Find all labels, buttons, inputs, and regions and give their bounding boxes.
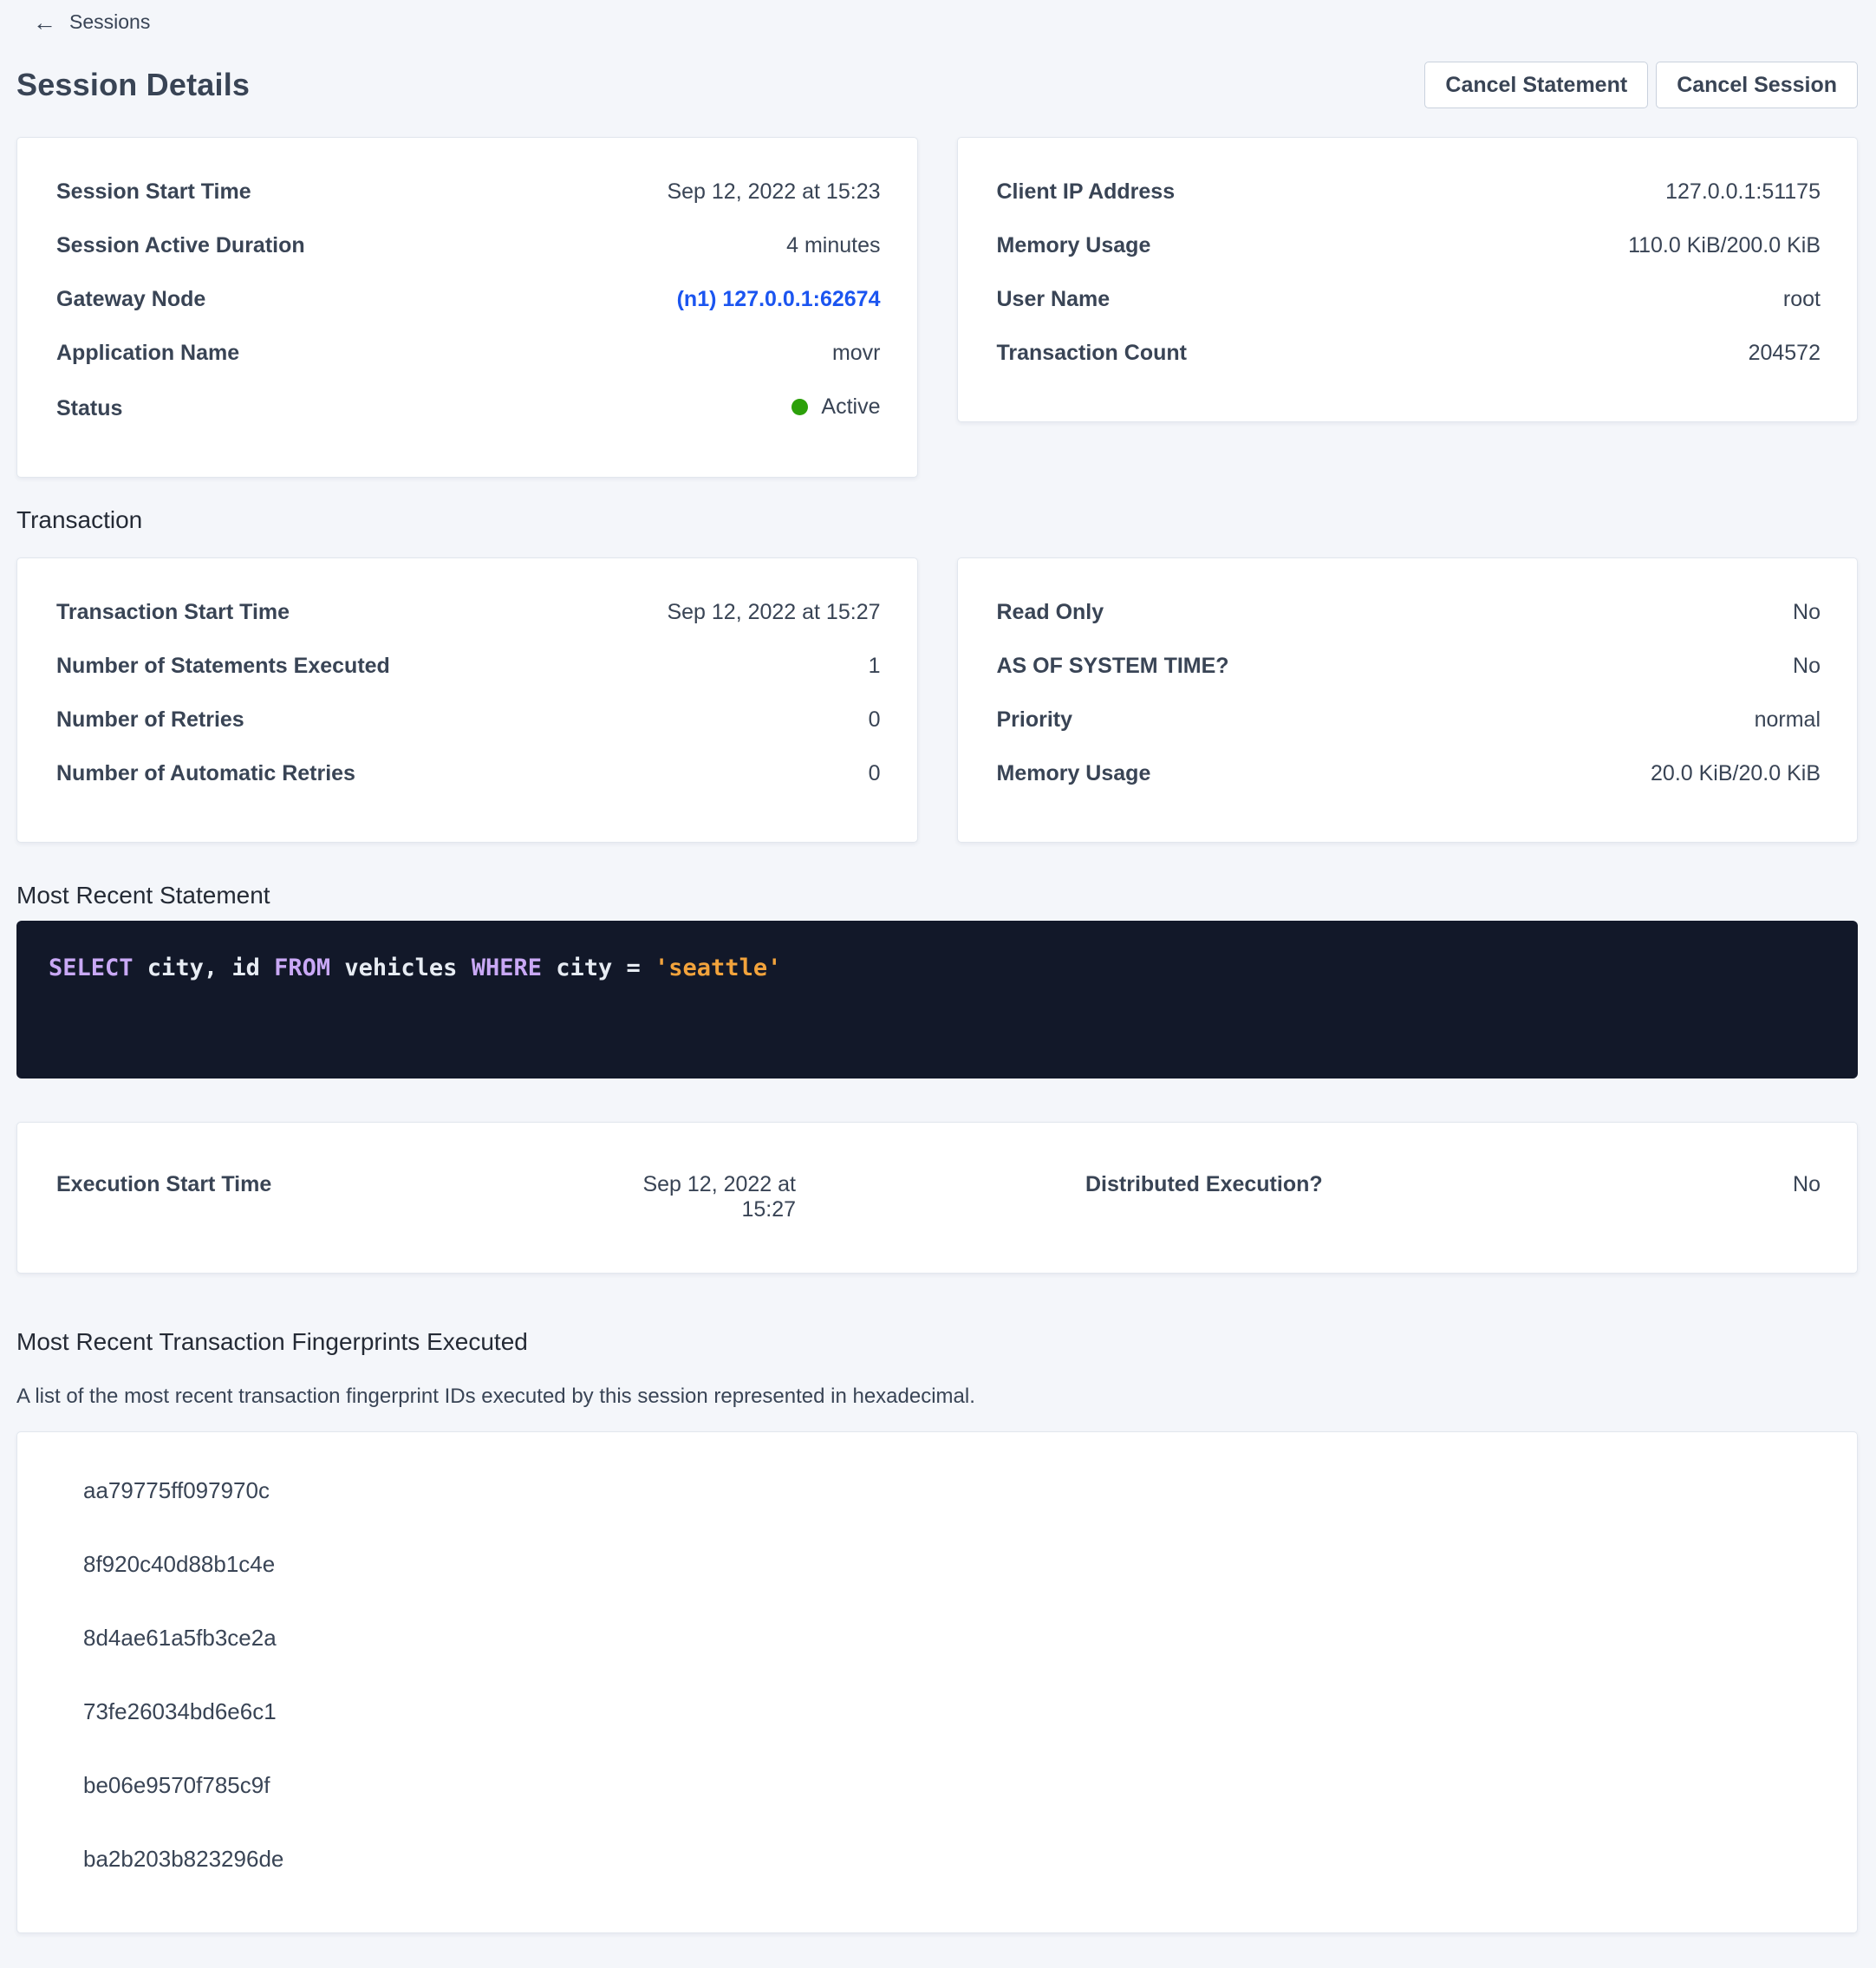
summary-value: movr xyxy=(831,341,881,365)
summary-row: Number of Automatic Retries 0 xyxy=(56,761,881,786)
summary-label: Priority xyxy=(996,707,1073,732)
summary-row: Number of Retries 0 xyxy=(56,707,881,733)
summary-label: Number of Statements Executed xyxy=(56,654,390,678)
summary-row: Application Name movr xyxy=(56,341,881,366)
summary-label: Status xyxy=(56,396,123,420)
summary-row: Session Active Duration 4 minutes xyxy=(56,233,881,258)
summary-row: Memory Usage 20.0 KiB/20.0 KiB xyxy=(997,761,1821,786)
summary-value: 0 xyxy=(868,761,881,785)
fingerprints-card: aa79775ff097970c 8f920c40d88b1c4e 8d4ae6… xyxy=(16,1431,1858,1933)
summary-value: normal xyxy=(1754,707,1821,732)
summary-value: 20.0 KiB/20.0 KiB xyxy=(1651,761,1821,785)
summary-row: Client IP Address 127.0.0.1:51175 xyxy=(997,179,1821,205)
fingerprint-item: be06e9570f785c9f xyxy=(83,1772,270,1798)
summary-value: 4 minutes xyxy=(786,233,881,257)
transaction-section-title: Transaction xyxy=(16,506,143,533)
summary-label: Client IP Address xyxy=(996,179,1176,204)
sql-keyword: SELECT xyxy=(49,955,134,981)
sql-statement-box: SELECT city, id FROM vehicles WHERE city… xyxy=(16,921,1858,1078)
summary-row: Number of Statements Executed 1 xyxy=(56,654,881,679)
summary-row: Read Only No xyxy=(997,600,1821,625)
page-title: Session Details xyxy=(16,67,251,102)
fingerprint-item: aa79775ff097970c xyxy=(83,1477,270,1503)
header-actions: Cancel Statement Cancel Session xyxy=(1424,62,1858,108)
summary-value: Sep 12, 2022 at 15:23 xyxy=(667,179,881,204)
summary-label: Read Only xyxy=(996,600,1104,624)
fingerprints-section-title: Most Recent Transaction Fingerprints Exe… xyxy=(16,1328,528,1355)
summary-row: User Name root xyxy=(997,287,1821,312)
summary-value: 0 xyxy=(868,707,881,732)
summary-row: Gateway Node (n1) 127.0.0.1:62674 xyxy=(56,287,881,312)
distributed-execution-value: No xyxy=(1793,1172,1821,1196)
summary-label: User Name xyxy=(996,287,1111,311)
sql-keyword: WHERE xyxy=(471,955,542,981)
execution-start-label: Execution Start Time xyxy=(56,1172,272,1196)
summary-value: 110.0 KiB/200.0 KiB xyxy=(1628,233,1821,257)
sql-keyword: FROM xyxy=(274,955,331,981)
session-summary-card-left: Session Start Time Sep 12, 2022 at 15:23… xyxy=(16,137,918,478)
fingerprint-item: ba2b203b823296de xyxy=(83,1846,284,1872)
fingerprint-item: 73fe26034bd6e6c1 xyxy=(83,1698,277,1724)
summary-label: Transaction Count xyxy=(996,341,1187,365)
session-summary-row: Session Start Time Sep 12, 2022 at 15:23… xyxy=(16,137,1858,478)
summary-label: Number of Retries xyxy=(56,707,244,732)
summary-label: Memory Usage xyxy=(996,233,1151,257)
summary-value: 1 xyxy=(868,654,881,678)
status-active-dot-icon xyxy=(791,399,809,415)
summary-value: No xyxy=(1793,600,1821,624)
execution-summary-card: Execution Start Time Sep 12, 2022 at 15:… xyxy=(16,1122,1858,1274)
summary-label: Session Active Duration xyxy=(56,233,305,257)
summary-label: AS OF SYSTEM TIME? xyxy=(996,654,1229,678)
summary-value: Sep 12, 2022 at 15:27 xyxy=(667,600,881,624)
session-summary-card-right: Client IP Address 127.0.0.1:51175 Memory… xyxy=(956,137,1858,422)
summary-label: Application Name xyxy=(56,341,240,365)
transaction-summary-row: Transaction Start Time Sep 12, 2022 at 1… xyxy=(16,557,1858,843)
summary-row: Transaction Start Time Sep 12, 2022 at 1… xyxy=(56,600,881,625)
summary-value: 204572 xyxy=(1748,341,1821,365)
summary-row: Transaction Count 204572 xyxy=(997,341,1821,366)
summary-value: 127.0.0.1:51175 xyxy=(1665,179,1821,204)
summary-label: Transaction Start Time xyxy=(56,600,290,624)
status-badge: Active xyxy=(791,394,881,420)
sql-text: city, id xyxy=(133,955,275,981)
summary-row: Memory Usage 110.0 KiB/200.0 KiB xyxy=(997,233,1821,258)
cancel-session-button[interactable]: Cancel Session xyxy=(1656,62,1858,108)
summary-label: Gateway Node xyxy=(56,287,206,311)
fingerprints-description: A list of the most recent transaction fi… xyxy=(16,1385,975,1408)
status-value: Active xyxy=(821,394,881,419)
execution-start-value: Sep 12, 2022 at 15:27 xyxy=(642,1172,796,1222)
sessions-back-link[interactable]: ← Sessions xyxy=(33,10,150,34)
statement-section-title: Most Recent Statement xyxy=(16,882,270,909)
summary-row: AS OF SYSTEM TIME? No xyxy=(997,654,1821,679)
summary-row: Session Start Time Sep 12, 2022 at 15:23 xyxy=(56,179,881,205)
fingerprint-item: 8f920c40d88b1c4e xyxy=(83,1551,276,1577)
back-link-label: Sessions xyxy=(69,10,151,33)
gateway-node-link[interactable]: (n1) 127.0.0.1:62674 xyxy=(676,287,881,311)
sql-text: city = xyxy=(541,955,655,981)
cancel-statement-button[interactable]: Cancel Statement xyxy=(1424,62,1649,108)
page-header: Session Details Cancel Statement Cancel … xyxy=(16,62,1858,108)
summary-label: Memory Usage xyxy=(996,761,1151,785)
sql-string: 'seattle' xyxy=(655,955,782,981)
summary-value: No xyxy=(1793,654,1821,678)
distributed-execution-label: Distributed Execution? xyxy=(1085,1172,1323,1196)
fingerprint-item: 8d4ae61a5fb3ce2a xyxy=(83,1625,277,1651)
summary-label: Session Start Time xyxy=(56,179,251,204)
summary-row: Priority normal xyxy=(997,707,1821,733)
sql-text: vehicles xyxy=(330,955,472,981)
back-arrow-icon: ← xyxy=(33,9,56,36)
transaction-card-right: Read Only No AS OF SYSTEM TIME? No Prior… xyxy=(956,557,1858,843)
summary-label: Number of Automatic Retries xyxy=(56,761,355,785)
summary-row: Status Active xyxy=(56,394,881,421)
summary-value: root xyxy=(1782,287,1821,311)
transaction-card-left: Transaction Start Time Sep 12, 2022 at 1… xyxy=(16,557,918,843)
